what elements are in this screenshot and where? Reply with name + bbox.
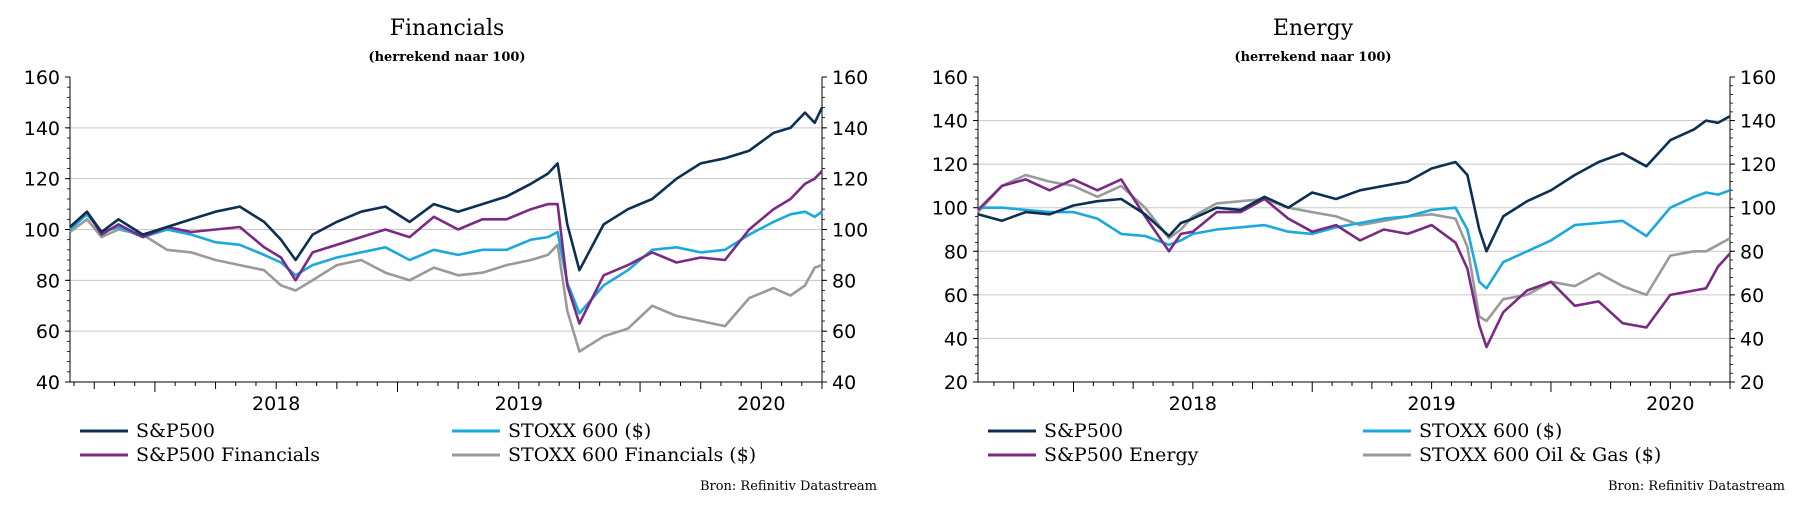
financials-chart: Financials (herrekend naar 100) 40 40 60 60… <box>24 16 877 494</box>
y-tick-label-left: 80 <box>944 241 968 263</box>
y-tick-label-right: 120 <box>832 169 868 191</box>
series-line <box>69 218 823 353</box>
y-tick-label-right: 160 <box>1740 67 1776 89</box>
y-tick-label-right: 160 <box>832 67 868 89</box>
y-tick-label-right: 140 <box>1740 111 1776 133</box>
source-note: Bron: Refinitiv Datastream <box>1608 479 1785 494</box>
y-tick-label-right: 80 <box>832 270 856 292</box>
y-tick-label-right: 40 <box>832 372 856 394</box>
series-line <box>69 210 823 315</box>
x-tick-label: 2018 <box>1169 393 1217 415</box>
chart-subtitle: (herrekend naar 100) <box>368 50 525 65</box>
x-tick-label: 2019 <box>1407 393 1455 415</box>
y-tick-label-right: 120 <box>1740 154 1776 176</box>
y-tick-label-right: 140 <box>832 118 868 140</box>
legend-label: S&P500 Energy <box>1044 444 1199 466</box>
legend-label: STOXX 600 ($) <box>508 420 651 442</box>
energy-chart-panel: Energy (herrekend naar 100) 20 20 40 40 60 60… <box>908 0 1815 526</box>
y-tick-label-left: 160 <box>932 67 968 89</box>
x-tick-label: 2020 <box>1646 393 1694 415</box>
y-tick-label-left: 80 <box>36 270 60 292</box>
series-line <box>977 178 1731 349</box>
legend-label: S&P500 <box>136 420 215 442</box>
y-tick-label-right: 60 <box>1740 285 1764 307</box>
legend-label: S&P500 Financials <box>136 444 320 466</box>
y-tick-label-right: 60 <box>832 321 856 343</box>
y-tick-label-left: 140 <box>932 111 968 133</box>
y-tick-label-right: 100 <box>1740 198 1776 220</box>
y-tick-label-right: 20 <box>1740 372 1764 394</box>
series-line <box>977 173 1731 323</box>
y-tick-label-left: 120 <box>24 169 60 191</box>
y-tick-label-left: 140 <box>24 118 60 140</box>
y-tick-label-left: 100 <box>24 220 60 242</box>
legend-label: STOXX 600 Financials ($) <box>508 444 756 466</box>
series-line <box>69 106 824 272</box>
legend-label: S&P500 <box>1044 420 1123 442</box>
x-tick-label: 2019 <box>495 393 543 415</box>
y-tick-label-left: 100 <box>932 198 968 220</box>
y-tick-label-left: 40 <box>944 328 968 350</box>
legend-label: STOXX 600 ($) <box>1419 420 1562 442</box>
source-note: Bron: Refinitiv Datastream <box>700 479 877 494</box>
series-line <box>978 189 1731 290</box>
y-tick-label-left: 60 <box>36 321 60 343</box>
chart-title: Financials <box>390 16 505 41</box>
financials-chart-panel: Financials (herrekend naar 100) 40 40 60 60… <box>0 0 905 526</box>
y-tick-label-left: 160 <box>24 67 60 89</box>
y-tick-label-left: 60 <box>944 285 968 307</box>
y-tick-label-left: 20 <box>944 372 968 394</box>
series-line <box>69 170 823 325</box>
x-tick-label: 2018 <box>252 393 300 415</box>
x-tick-label: 2020 <box>737 393 785 415</box>
series-line <box>977 115 1731 253</box>
y-tick-label-left: 40 <box>36 372 60 394</box>
legend-label: STOXX 600 Oil & Gas ($) <box>1419 444 1661 466</box>
y-tick-label-right: 100 <box>832 220 868 242</box>
y-tick-label-left: 120 <box>932 154 968 176</box>
chart-subtitle: (herrekend naar 100) <box>1234 50 1391 65</box>
y-tick-label-right: 80 <box>1740 241 1764 263</box>
y-tick-label-right: 40 <box>1740 328 1764 350</box>
chart-title: Energy <box>1273 16 1354 41</box>
